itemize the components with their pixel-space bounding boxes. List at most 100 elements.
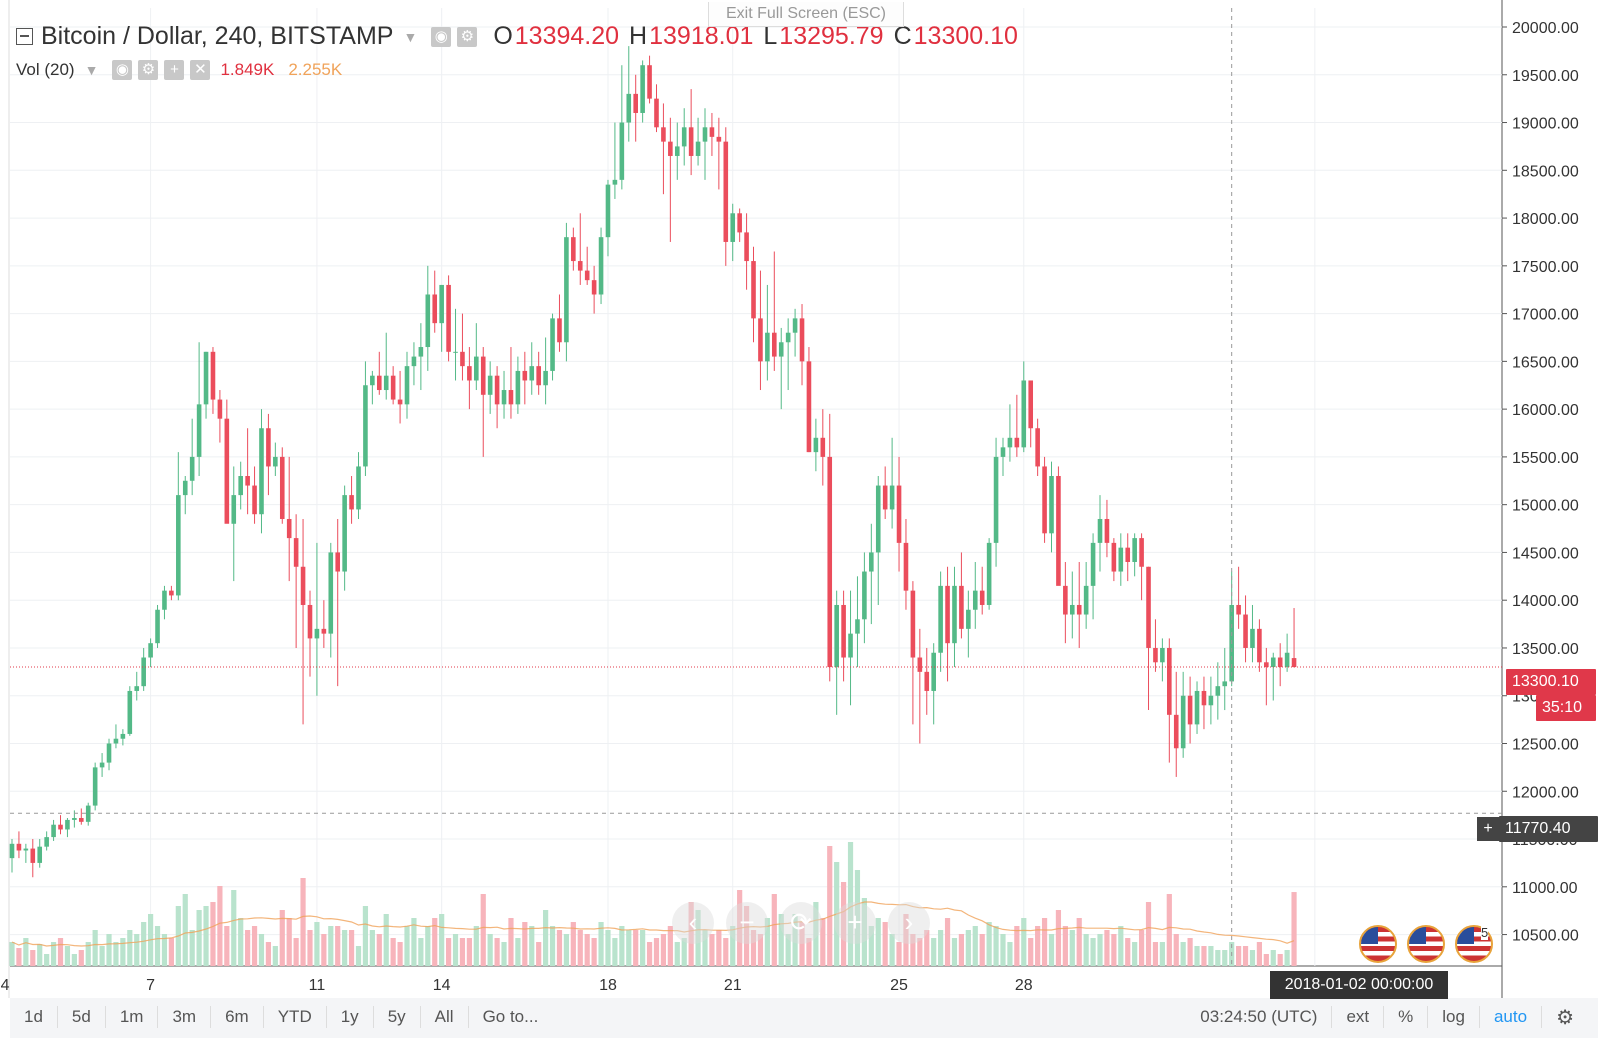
- volume-bar: [944, 918, 951, 966]
- volume-bar: [85, 942, 91, 966]
- candle-body: [1118, 547, 1124, 572]
- volume-bar: [674, 942, 680, 966]
- candle-body: [273, 456, 278, 467]
- range-ytd-button[interactable]: YTD: [277, 1007, 312, 1026]
- time-tick-label: 21: [724, 977, 742, 994]
- symbol-title[interactable]: Bitcoin / Dollar, 240, BITSTAMP: [41, 22, 394, 50]
- volume-bar: [1028, 938, 1034, 966]
- us-event-flag-icon[interactable]: [1359, 925, 1397, 963]
- range-6m-button[interactable]: 6m: [225, 1007, 249, 1026]
- volume-bar: [1118, 926, 1124, 966]
- volume-bar: [633, 930, 639, 966]
- zoom-in-icon[interactable]: +: [834, 902, 876, 944]
- volume-bar: [931, 938, 937, 966]
- percent-scale-toggle[interactable]: %: [1398, 1007, 1414, 1026]
- collapse-legend-icon[interactable]: [16, 28, 33, 45]
- candle-body: [99, 762, 105, 768]
- volume-bar: [265, 942, 272, 966]
- divider: [104, 1006, 106, 1028]
- volume-dropdown-icon[interactable]: ▼: [84, 62, 99, 78]
- visibility-eye-icon[interactable]: ◉: [431, 26, 452, 47]
- candle-body: [65, 819, 70, 830]
- volume-bar: [501, 942, 507, 966]
- volume-bar: [1069, 930, 1075, 966]
- chart-settings-gear-icon[interactable]: ⚙: [1556, 1006, 1574, 1029]
- volume-bar: [1055, 910, 1062, 966]
- reset-chart-icon[interactable]: ⟳: [780, 902, 822, 944]
- volume-bar: [355, 946, 362, 966]
- candle-body: [148, 643, 153, 658]
- candle-body: [1194, 690, 1200, 725]
- volume-indicator-label[interactable]: Vol (20): [16, 60, 75, 79]
- settings-gear-icon[interactable]: ⚙: [457, 26, 478, 47]
- symbol-dropdown-icon[interactable]: ▼: [403, 28, 418, 45]
- time-tick-label: 28: [1015, 977, 1033, 994]
- volume-bar: [1291, 892, 1297, 966]
- auto-scale-toggle[interactable]: auto: [1493, 1007, 1528, 1026]
- candle-body: [1243, 614, 1248, 648]
- volume-eye-icon[interactable]: ◉: [112, 60, 133, 80]
- log-scale-toggle[interactable]: log: [1442, 1007, 1465, 1026]
- price-tick-label: 10500.00: [1512, 928, 1579, 945]
- volume-add-icon[interactable]: +: [164, 60, 185, 80]
- range-1y-button[interactable]: 1y: [340, 1007, 359, 1026]
- volume-bar: [1125, 938, 1131, 966]
- candle-body: [1125, 547, 1131, 562]
- range-3m-button[interactable]: 3m: [172, 1007, 197, 1026]
- candle-body: [869, 552, 874, 572]
- volume-bar: [1173, 934, 1179, 966]
- volume-bar: [1159, 942, 1165, 966]
- volume-bar: [154, 926, 161, 966]
- scroll-left-icon[interactable]: ‹: [672, 902, 714, 944]
- volume-bar: [418, 938, 424, 966]
- range-5y-button[interactable]: 5y: [387, 1007, 406, 1026]
- scroll-right-icon[interactable]: ›: [888, 902, 930, 944]
- range-all-button[interactable]: All: [434, 1007, 454, 1026]
- candle-body: [1167, 647, 1172, 715]
- volume-gear-icon[interactable]: ⚙: [138, 60, 159, 80]
- candle-body: [487, 375, 493, 395]
- crosshair-add-icon[interactable]: +: [1477, 817, 1499, 841]
- candle-body: [1139, 538, 1144, 567]
- candle-body: [51, 824, 56, 838]
- volume-bar: [1021, 918, 1027, 966]
- extended-hours-toggle[interactable]: ext: [1346, 1007, 1370, 1026]
- volume-bar: [903, 914, 909, 966]
- candle-body: [959, 585, 964, 629]
- volume-close-icon[interactable]: ✕: [190, 60, 211, 80]
- volume-bar: [653, 938, 660, 966]
- us-event-flag-icon[interactable]: [1407, 925, 1445, 963]
- low-label: L: [763, 22, 778, 50]
- range-5d-button[interactable]: 5d: [71, 1007, 91, 1026]
- volume-bar: [584, 934, 590, 966]
- volume-bar: [251, 926, 258, 966]
- candle-body: [314, 628, 320, 639]
- candle-body: [577, 261, 583, 271]
- exit-fullscreen-toast[interactable]: Exit Full Screen (ESC): [708, 2, 904, 27]
- volume-bar: [570, 922, 576, 966]
- range-1m-button[interactable]: 1m: [119, 1007, 144, 1026]
- volume-bar: [709, 934, 715, 966]
- candle-body: [356, 466, 361, 510]
- volume-bar: [459, 938, 466, 966]
- candle-body: [1007, 437, 1013, 448]
- candle-body: [1173, 714, 1179, 749]
- candle-body: [342, 495, 347, 572]
- volume-bar: [688, 902, 694, 966]
- goto-date-button[interactable]: Go to...: [482, 1007, 539, 1026]
- time-tick-label: 11: [309, 977, 326, 994]
- time-tick-label: 7: [146, 977, 155, 994]
- time-tick-label: 14: [433, 977, 451, 994]
- volume-bar: [619, 926, 625, 966]
- divider: [1541, 1006, 1543, 1028]
- candle-body: [58, 824, 63, 830]
- range-1d-button[interactable]: 1d: [24, 1007, 43, 1026]
- candle-body: [106, 743, 112, 763]
- volume-bar: [1222, 950, 1228, 966]
- zoom-out-icon[interactable]: −: [726, 902, 768, 944]
- candle-body: [668, 141, 673, 156]
- candle-body: [85, 805, 91, 822]
- utc-clock[interactable]: 03:24:50 (UTC): [1200, 1007, 1318, 1026]
